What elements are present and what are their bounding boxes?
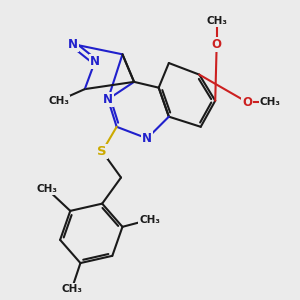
Text: S: S [98, 145, 107, 158]
Text: CH₃: CH₃ [140, 214, 160, 225]
Text: CH₃: CH₃ [206, 16, 227, 26]
Text: CH₃: CH₃ [260, 97, 281, 107]
Text: O: O [212, 38, 222, 51]
Text: CH₃: CH₃ [37, 184, 58, 194]
Text: CH₃: CH₃ [61, 284, 82, 294]
Text: CH₃: CH₃ [48, 96, 69, 106]
Text: O: O [242, 96, 252, 109]
Text: N: N [90, 55, 100, 68]
Text: N: N [103, 93, 113, 106]
Text: N: N [142, 132, 152, 145]
Text: N: N [68, 38, 78, 51]
